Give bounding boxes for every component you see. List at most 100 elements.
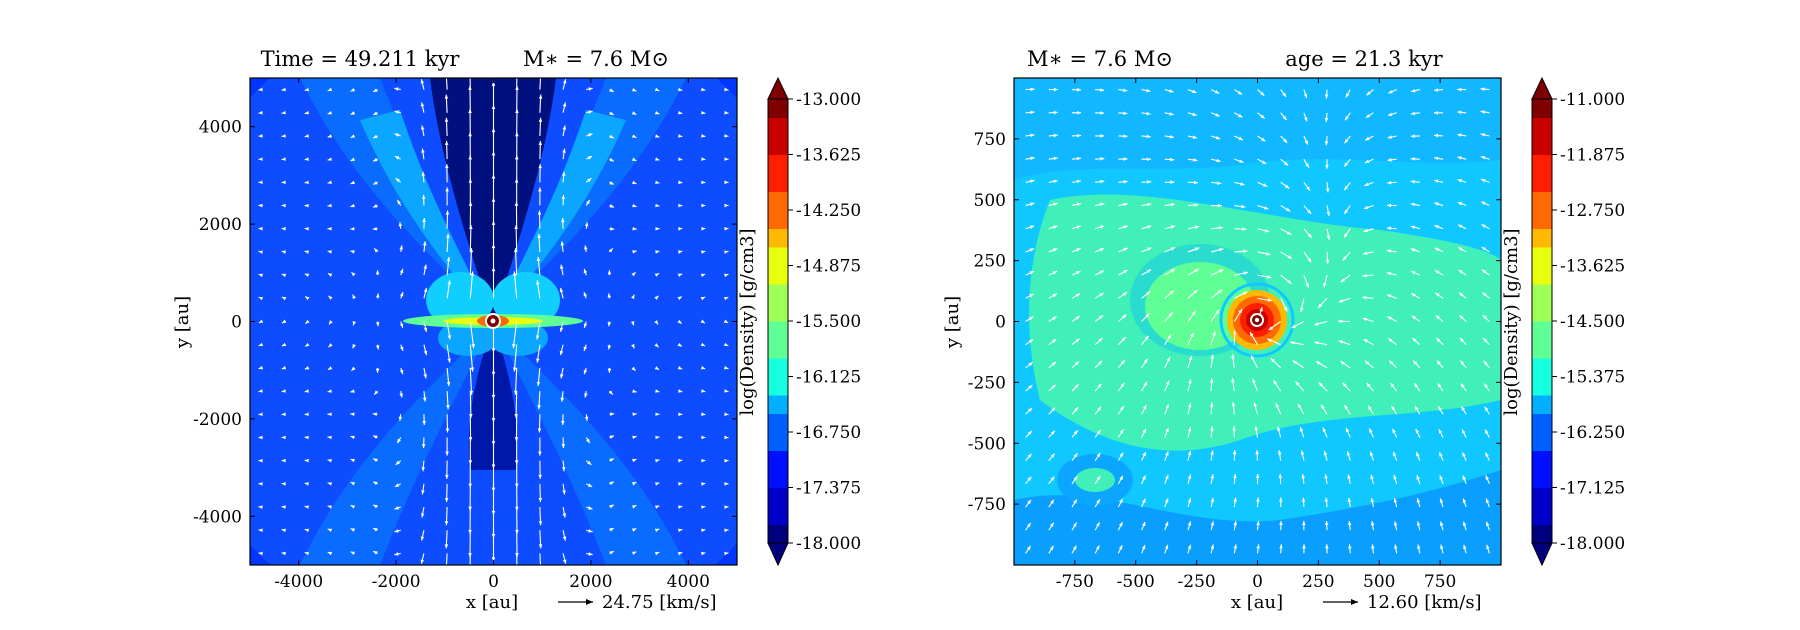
left-velocity-arrow-head [399, 393, 403, 398]
right-velocity-arrow-head [1416, 498, 1421, 503]
right-velocity-arrow-head [1480, 110, 1485, 114]
left-velocity-arrow-head [422, 397, 427, 402]
right-velocity-arrow-head [1145, 313, 1150, 318]
right-velocity-arrow-head [1279, 544, 1283, 549]
left-velocity-arrow-head [327, 505, 333, 509]
left-velocity-arrow-head [607, 345, 612, 350]
right-velocity-arrow-head [1170, 180, 1175, 185]
left-velocity-arrow-head [258, 389, 263, 393]
left-colorbar-band [768, 524, 788, 544]
right-velocity-arrow-head [1187, 544, 1192, 550]
right-velocity-arrow-head [1049, 545, 1054, 551]
left-velocity-arrow-head [701, 227, 706, 231]
right-velocity-arrow-head [1076, 270, 1081, 275]
right-velocity-arrow-head [1142, 405, 1147, 410]
left-velocity-arrow-head [655, 482, 660, 486]
left-velocity-arrow [515, 391, 518, 419]
right-velocity-arrow-head [1337, 319, 1343, 324]
left-velocity-arrow-head [559, 287, 564, 293]
left-velocity-arrow-head [678, 505, 683, 509]
left-velocity-arrow-head [678, 134, 683, 138]
left-ylabel: y [au] [172, 296, 193, 349]
left-velocity-arrow-head [281, 110, 286, 115]
right-colorbar-tick-label: -17.125 [1560, 479, 1625, 499]
right-velocity-arrow-head [1393, 521, 1398, 526]
left-velocity-arrow-head [350, 87, 356, 92]
right-velocity-arrow-head [1076, 225, 1081, 229]
left-velocity-arrow-head [677, 319, 682, 324]
right-velocity-arrow-head [1457, 224, 1463, 229]
left-velocity-arrow-head [724, 412, 729, 416]
right-xtick-label: 0 [1252, 572, 1263, 592]
left-velocity-arrow-head [394, 529, 399, 533]
right-velocity-arrow-head [1217, 289, 1223, 294]
left-velocity-arrow-head [372, 204, 378, 208]
right-velocity-arrow-head [1075, 293, 1081, 298]
right-velocity-arrow-head [1457, 110, 1462, 115]
right-envelope-inner [1145, 262, 1255, 350]
left-velocity-arrow-head [677, 273, 683, 278]
right-velocity-arrow-head [1348, 544, 1352, 549]
left-colorbar-tick-label: -14.875 [796, 257, 861, 277]
right-velocity-arrow-head [1460, 383, 1465, 388]
left-velocity-arrow-head [421, 148, 425, 153]
left-colorbar-label: log(Density) [g/cm3] [737, 228, 758, 415]
right-colorbar-tick-label: -16.250 [1560, 423, 1625, 443]
right-velocity-arrow-head [1436, 337, 1441, 343]
left-velocity-arrow-head [561, 467, 566, 472]
left-velocity-arrow-head [562, 125, 567, 130]
left-xtick-label: 0 [488, 572, 499, 592]
right-velocity-arrow-head [1123, 225, 1128, 229]
left-velocity-arrow-head [281, 435, 286, 440]
left-velocity-arrow-head [258, 528, 263, 533]
left-velocity-arrow-head [327, 435, 332, 440]
left-velocity-arrow-head [724, 482, 729, 486]
left-velocity-arrow-head [701, 505, 706, 509]
right-velocity-arrow-head [1233, 473, 1237, 479]
left-velocity-arrow-head [678, 412, 683, 417]
right-velocity-arrow-head [1410, 111, 1416, 116]
right-velocity-arrow-head [1099, 225, 1105, 229]
left-velocity-arrow-head [327, 412, 332, 417]
left-velocity-arrow-head [258, 365, 263, 370]
right-velocity-arrow-head [1340, 361, 1345, 365]
left-colorbar-tick-label: -14.250 [796, 201, 861, 221]
left-colorbar-band [768, 99, 788, 118]
right-velocity-arrow-head [1212, 331, 1216, 336]
right-velocity-arrow-head [1268, 326, 1273, 331]
right-velocity-arrow-head [1486, 544, 1490, 550]
left-velocity-arrow-head [327, 110, 333, 115]
left-velocity-arrow-head [398, 222, 403, 227]
left-velocity-arrow-head [631, 528, 637, 532]
left-velocity-arrow-head [420, 79, 425, 84]
left-velocity-arrow-head [701, 134, 706, 138]
left-velocity-arrow-head [655, 458, 660, 463]
right-velocity-arrow-head [1053, 156, 1058, 161]
right-colorbar-band [1532, 339, 1552, 359]
right-velocity-arrow-head [1120, 406, 1124, 411]
right-velocity-arrow-head [1219, 248, 1224, 252]
right-velocity-arrow-head [1100, 202, 1105, 207]
right-velocity-arrow-head [1076, 202, 1081, 207]
right-velocity-arrow-head [1164, 521, 1169, 527]
right-velocity-arrow-head [1242, 291, 1248, 296]
left-velocity-arrow-head [397, 199, 401, 205]
right-velocity-arrow-head [1324, 497, 1329, 502]
right-ylabel: y [au] [942, 296, 963, 349]
right-velocity-arrow-head [1362, 273, 1367, 278]
right-velocity-arrow-head [1147, 225, 1152, 229]
right-velocity-arrow-head [1284, 161, 1289, 166]
left-velocity-arrow [513, 271, 518, 299]
left-velocity-arrow-head [724, 180, 729, 185]
left-velocity-arrow [445, 553, 448, 565]
left-velocity-arrow-head [327, 157, 332, 161]
left-velocity-arrow-head [631, 87, 637, 92]
left-velocity-arrow-head [399, 292, 404, 297]
left-xtick-label: -4000 [274, 572, 323, 592]
left-velocity-arrow-head [281, 389, 286, 393]
right-velocity-arrow-head [1123, 180, 1128, 184]
left-velocity-arrow-head [373, 551, 378, 555]
right-colorbar-label: log(Density) [g/cm3] [1501, 228, 1522, 415]
right-velocity-arrow-head [1363, 228, 1368, 233]
left-velocity-arrow-head [631, 134, 637, 138]
